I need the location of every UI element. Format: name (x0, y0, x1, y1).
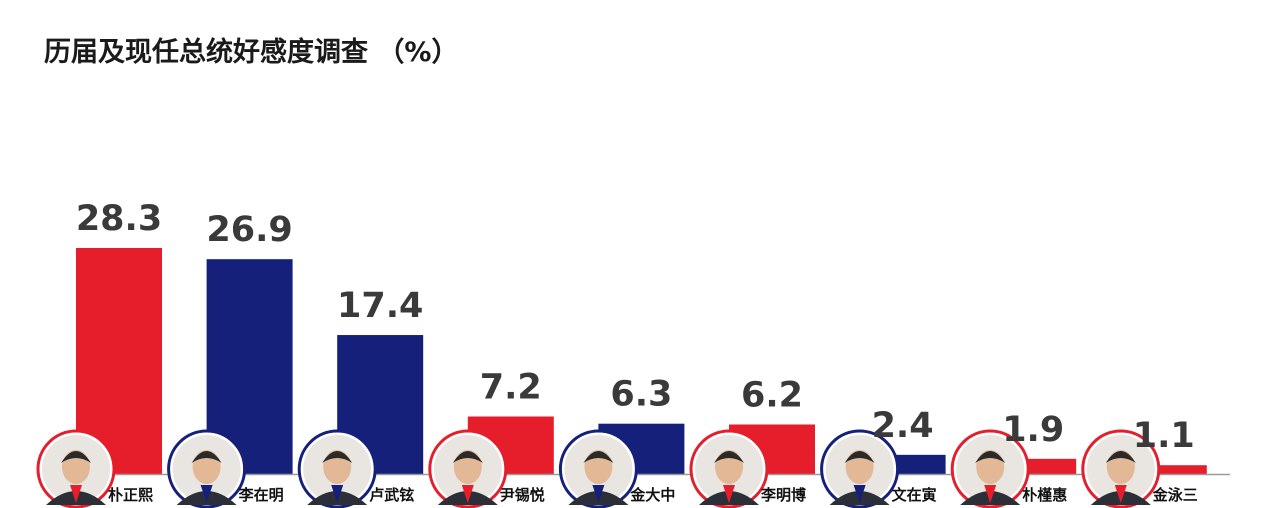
portraits-layer (36, 429, 1161, 508)
chart-title: 历届及现任总统好感度调查 （%） (44, 37, 459, 68)
value-label-6: 6.2 (741, 375, 803, 415)
name-label-7: 文在寅 (892, 486, 937, 504)
name-label-3: 卢武铉 (369, 486, 414, 504)
value-label-8: 1.9 (1002, 410, 1064, 450)
portrait-6-icon (689, 429, 769, 508)
value-label-2: 26.9 (206, 210, 292, 250)
name-label-9: 金泳三 (1152, 486, 1198, 504)
name-labels-layer: 朴正熙 李在明 卢武铉 尹锡悦 金大中 李明博 文在寅 朴槿惠 金泳三 (108, 486, 1198, 504)
value-label-4: 7.2 (480, 368, 542, 408)
value-label-7: 2.4 (872, 406, 934, 446)
portrait-2-icon (167, 429, 247, 508)
value-label-5: 6.3 (610, 375, 672, 415)
portrait-3-icon (297, 429, 377, 508)
value-label-1: 28.3 (76, 199, 162, 239)
name-label-8: 朴槿惠 (1022, 486, 1067, 504)
name-label-2: 李在明 (238, 486, 284, 504)
portrait-7-icon (820, 429, 900, 508)
bar-9 (1120, 465, 1207, 474)
value-label-9: 1.1 (1133, 416, 1195, 456)
portrait-5-icon (558, 429, 638, 508)
value-label-3: 17.4 (337, 286, 423, 326)
name-label-5: 金大中 (629, 486, 675, 504)
name-label-6: 李明博 (760, 486, 806, 504)
portrait-4-icon (428, 429, 508, 508)
name-label-4: 尹锡悦 (500, 486, 545, 504)
value-labels-layer: 28.3 26.9 17.4 7.2 6.3 6.2 2.4 1.9 1.1 (76, 199, 1195, 456)
portrait-8-icon (950, 429, 1030, 508)
name-label-1: 朴正熙 (108, 486, 153, 504)
portrait-9-icon (1081, 429, 1161, 508)
portrait-1-icon (36, 429, 116, 508)
